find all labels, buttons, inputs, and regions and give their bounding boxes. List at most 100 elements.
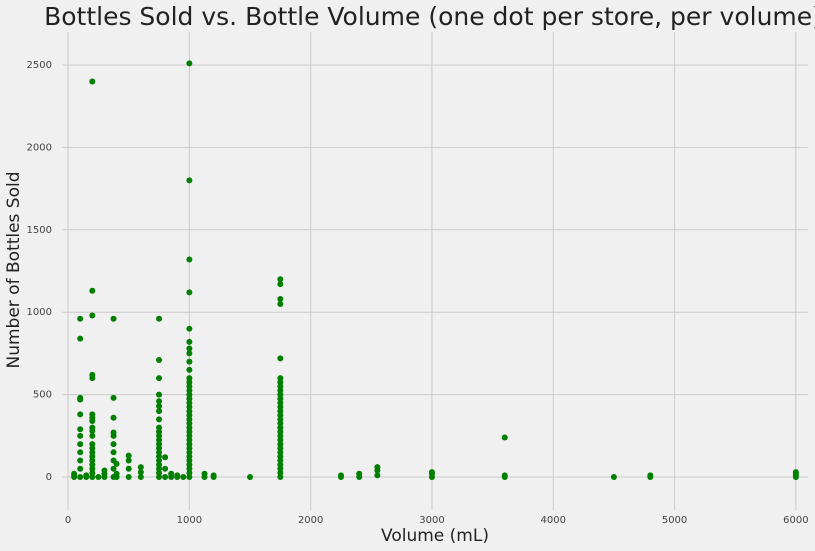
data-point	[277, 436, 284, 443]
y-tick-label: 500	[33, 390, 52, 401]
data-point	[277, 408, 284, 415]
data-point	[277, 449, 284, 456]
data-point	[277, 276, 284, 283]
data-point	[125, 452, 132, 459]
x-tick-label: 2000	[298, 515, 323, 526]
data-point	[156, 315, 163, 322]
data-point	[180, 474, 187, 481]
data-point	[186, 403, 193, 410]
data-point	[125, 474, 132, 481]
data-point	[428, 469, 435, 476]
data-point	[186, 379, 193, 386]
data-point	[77, 335, 84, 342]
data-point	[277, 416, 284, 423]
data-point	[186, 416, 193, 423]
data-point	[89, 469, 96, 476]
data-point	[186, 350, 193, 357]
data-point	[110, 394, 117, 401]
data-point	[186, 453, 193, 460]
data-point	[186, 177, 193, 184]
data-point	[101, 467, 108, 474]
data-point	[156, 453, 163, 460]
data-point	[277, 432, 284, 439]
data-point	[501, 472, 508, 479]
data-point	[162, 454, 169, 461]
data-point	[95, 474, 102, 481]
data-point	[137, 474, 144, 481]
y-tick-label: 2000	[27, 142, 52, 153]
data-point	[156, 403, 163, 410]
data-point	[277, 399, 284, 406]
data-point	[186, 465, 193, 472]
data-point	[501, 434, 508, 441]
data-point	[156, 445, 163, 452]
data-point	[186, 441, 193, 448]
data-point	[186, 469, 193, 476]
data-point	[277, 424, 284, 431]
data-point	[277, 383, 284, 390]
data-point	[186, 256, 193, 263]
data-point	[277, 420, 284, 427]
data-point	[168, 470, 175, 477]
data-point	[247, 474, 254, 481]
data-point	[277, 387, 284, 394]
data-point	[71, 470, 78, 477]
data-point	[374, 464, 381, 471]
data-point	[277, 465, 284, 472]
data-point	[77, 465, 84, 472]
data-point	[186, 449, 193, 456]
data-point	[610, 474, 617, 481]
data-point	[89, 312, 96, 319]
data-point	[156, 441, 163, 448]
data-point	[77, 474, 84, 481]
data-point	[277, 457, 284, 464]
data-point	[110, 449, 117, 456]
data-point	[137, 469, 144, 476]
data-point	[186, 424, 193, 431]
data-point	[156, 428, 163, 435]
data-point	[277, 281, 284, 288]
data-point	[210, 472, 217, 479]
data-point	[156, 424, 163, 431]
data-point	[162, 474, 169, 481]
data-point	[186, 428, 193, 435]
data-point	[277, 441, 284, 448]
data-point	[186, 474, 193, 481]
data-point	[186, 345, 193, 352]
x-tick-label: 1000	[177, 515, 202, 526]
x-tick-label: 6000	[783, 515, 808, 526]
y-axis-label: Number of Bottles Sold	[4, 171, 24, 368]
data-point	[277, 395, 284, 402]
data-point	[89, 449, 96, 456]
data-point	[89, 411, 96, 418]
data-point	[186, 461, 193, 468]
data-point	[89, 287, 96, 294]
data-point	[113, 470, 120, 477]
data-point	[156, 398, 163, 405]
data-point	[162, 465, 169, 472]
data-point	[89, 465, 96, 472]
data-point	[174, 472, 181, 479]
data-point	[186, 457, 193, 464]
data-point	[186, 375, 193, 382]
data-point	[89, 78, 96, 85]
data-point	[186, 412, 193, 419]
data-point	[186, 408, 193, 415]
data-point	[77, 315, 84, 322]
data-point	[277, 375, 284, 382]
data-point	[110, 465, 117, 472]
data-point	[277, 461, 284, 468]
x-tick-label: 5000	[662, 515, 687, 526]
data-point	[89, 441, 96, 448]
data-point	[89, 457, 96, 464]
y-tick-label: 2500	[27, 60, 52, 71]
data-point	[156, 416, 163, 423]
data-point	[89, 445, 96, 452]
data-point	[277, 296, 284, 303]
data-point	[77, 426, 84, 433]
data-point	[186, 358, 193, 365]
data-point	[647, 472, 654, 479]
data-point	[186, 395, 193, 402]
data-point	[77, 457, 84, 464]
